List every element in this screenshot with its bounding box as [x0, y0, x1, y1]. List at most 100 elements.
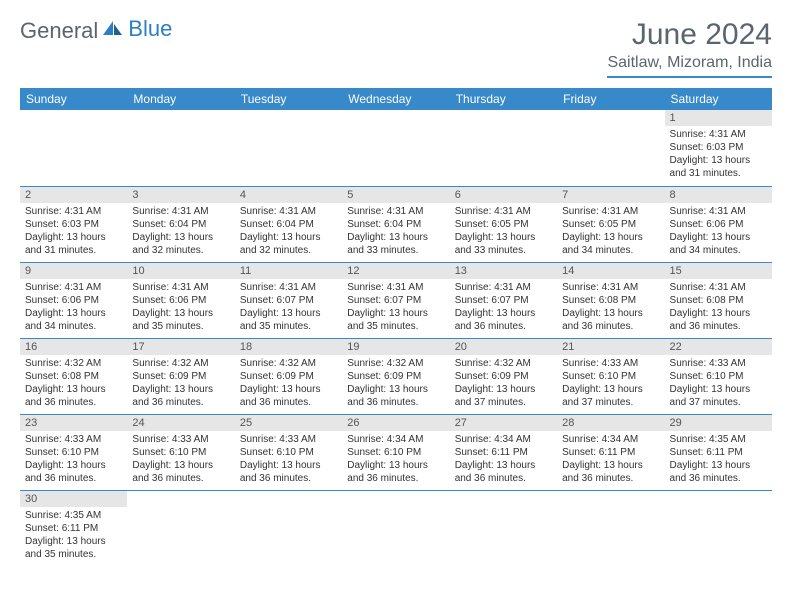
daylight: Daylight: 13 hours and 36 minutes. — [455, 307, 552, 333]
day-number: 13 — [450, 263, 557, 279]
calendar-row: 16Sunrise: 4:32 AMSunset: 6:08 PMDayligh… — [20, 338, 772, 414]
day-number: 30 — [20, 491, 127, 507]
day-number: 4 — [235, 187, 342, 203]
calendar-cell-empty — [557, 110, 664, 186]
header: General Blue June 2024 Saitlaw, Mizoram,… — [20, 18, 772, 78]
day-header: Wednesday — [342, 88, 449, 110]
sunrise: Sunrise: 4:31 AM — [562, 281, 659, 294]
title-block: June 2024 Saitlaw, Mizoram, India — [607, 18, 772, 78]
sunrise: Sunrise: 4:32 AM — [347, 357, 444, 370]
daylight: Daylight: 13 hours and 36 minutes. — [347, 459, 444, 485]
calendar-table: SundayMondayTuesdayWednesdayThursdayFrid… — [20, 88, 772, 566]
day-header-row: SundayMondayTuesdayWednesdayThursdayFrid… — [20, 88, 772, 110]
calendar-cell-empty — [127, 490, 234, 566]
sunset: Sunset: 6:09 PM — [455, 370, 552, 383]
day-info: Sunrise: 4:31 AMSunset: 6:06 PMDaylight:… — [665, 203, 772, 259]
calendar-cell: 23Sunrise: 4:33 AMSunset: 6:10 PMDayligh… — [20, 414, 127, 490]
day-info: Sunrise: 4:34 AMSunset: 6:11 PMDaylight:… — [557, 431, 664, 487]
day-number: 9 — [20, 263, 127, 279]
day-number: 23 — [20, 415, 127, 431]
sunset: Sunset: 6:10 PM — [132, 446, 229, 459]
calendar-cell: 4Sunrise: 4:31 AMSunset: 6:04 PMDaylight… — [235, 186, 342, 262]
calendar-cell: 5Sunrise: 4:31 AMSunset: 6:04 PMDaylight… — [342, 186, 449, 262]
day-info: Sunrise: 4:33 AMSunset: 6:10 PMDaylight:… — [665, 355, 772, 411]
sunset: Sunset: 6:04 PM — [132, 218, 229, 231]
daylight: Daylight: 13 hours and 36 minutes. — [670, 459, 767, 485]
calendar-cell: 9Sunrise: 4:31 AMSunset: 6:06 PMDaylight… — [20, 262, 127, 338]
daylight: Daylight: 13 hours and 36 minutes. — [132, 383, 229, 409]
calendar-cell: 15Sunrise: 4:31 AMSunset: 6:08 PMDayligh… — [665, 262, 772, 338]
day-number: 16 — [20, 339, 127, 355]
sunrise: Sunrise: 4:33 AM — [240, 433, 337, 446]
calendar-cell: 2Sunrise: 4:31 AMSunset: 6:03 PMDaylight… — [20, 186, 127, 262]
calendar-cell: 3Sunrise: 4:31 AMSunset: 6:04 PMDaylight… — [127, 186, 234, 262]
day-header: Tuesday — [235, 88, 342, 110]
sunset: Sunset: 6:10 PM — [347, 446, 444, 459]
calendar-cell: 8Sunrise: 4:31 AMSunset: 6:06 PMDaylight… — [665, 186, 772, 262]
daylight: Daylight: 13 hours and 32 minutes. — [132, 231, 229, 257]
day-info: Sunrise: 4:31 AMSunset: 6:08 PMDaylight:… — [665, 279, 772, 335]
sunrise: Sunrise: 4:31 AM — [25, 281, 122, 294]
calendar-row: 9Sunrise: 4:31 AMSunset: 6:06 PMDaylight… — [20, 262, 772, 338]
daylight: Daylight: 13 hours and 34 minutes. — [25, 307, 122, 333]
daylight: Daylight: 13 hours and 33 minutes. — [347, 231, 444, 257]
day-header: Saturday — [665, 88, 772, 110]
daylight: Daylight: 13 hours and 36 minutes. — [25, 383, 122, 409]
sunrise: Sunrise: 4:34 AM — [455, 433, 552, 446]
day-info: Sunrise: 4:31 AMSunset: 6:03 PMDaylight:… — [20, 203, 127, 259]
day-info: Sunrise: 4:33 AMSunset: 6:10 PMDaylight:… — [235, 431, 342, 487]
day-number: 15 — [665, 263, 772, 279]
day-info: Sunrise: 4:33 AMSunset: 6:10 PMDaylight:… — [127, 431, 234, 487]
calendar-cell-empty — [450, 110, 557, 186]
calendar-cell-empty — [342, 490, 449, 566]
day-number: 22 — [665, 339, 772, 355]
calendar-cell: 7Sunrise: 4:31 AMSunset: 6:05 PMDaylight… — [557, 186, 664, 262]
daylight: Daylight: 13 hours and 32 minutes. — [240, 231, 337, 257]
sunset: Sunset: 6:07 PM — [240, 294, 337, 307]
sunset: Sunset: 6:09 PM — [132, 370, 229, 383]
calendar-cell-empty — [127, 110, 234, 186]
calendar-cell: 17Sunrise: 4:32 AMSunset: 6:09 PMDayligh… — [127, 338, 234, 414]
sunrise: Sunrise: 4:31 AM — [347, 281, 444, 294]
daylight: Daylight: 13 hours and 36 minutes. — [670, 307, 767, 333]
daylight: Daylight: 13 hours and 35 minutes. — [25, 535, 122, 561]
sunrise: Sunrise: 4:33 AM — [670, 357, 767, 370]
sunrise: Sunrise: 4:35 AM — [670, 433, 767, 446]
day-number: 24 — [127, 415, 234, 431]
day-info: Sunrise: 4:31 AMSunset: 6:04 PMDaylight:… — [342, 203, 449, 259]
daylight: Daylight: 13 hours and 36 minutes. — [562, 459, 659, 485]
daylight: Daylight: 13 hours and 36 minutes. — [240, 459, 337, 485]
daylight: Daylight: 13 hours and 36 minutes. — [25, 459, 122, 485]
day-number: 14 — [557, 263, 664, 279]
day-info: Sunrise: 4:34 AMSunset: 6:11 PMDaylight:… — [450, 431, 557, 487]
sunrise: Sunrise: 4:33 AM — [562, 357, 659, 370]
day-header: Friday — [557, 88, 664, 110]
day-info: Sunrise: 4:32 AMSunset: 6:09 PMDaylight:… — [450, 355, 557, 411]
sunset: Sunset: 6:11 PM — [670, 446, 767, 459]
day-number: 12 — [342, 263, 449, 279]
day-number: 21 — [557, 339, 664, 355]
sunrise: Sunrise: 4:31 AM — [25, 205, 122, 218]
calendar-cell: 29Sunrise: 4:35 AMSunset: 6:11 PMDayligh… — [665, 414, 772, 490]
day-info: Sunrise: 4:31 AMSunset: 6:06 PMDaylight:… — [127, 279, 234, 335]
day-number: 6 — [450, 187, 557, 203]
day-info: Sunrise: 4:32 AMSunset: 6:09 PMDaylight:… — [235, 355, 342, 411]
sunrise: Sunrise: 4:31 AM — [240, 281, 337, 294]
day-number: 11 — [235, 263, 342, 279]
calendar-cell: 28Sunrise: 4:34 AMSunset: 6:11 PMDayligh… — [557, 414, 664, 490]
daylight: Daylight: 13 hours and 35 minutes. — [347, 307, 444, 333]
daylight: Daylight: 13 hours and 35 minutes. — [240, 307, 337, 333]
sunset: Sunset: 6:05 PM — [562, 218, 659, 231]
day-info: Sunrise: 4:31 AMSunset: 6:06 PMDaylight:… — [20, 279, 127, 335]
day-info: Sunrise: 4:31 AMSunset: 6:03 PMDaylight:… — [665, 126, 772, 182]
day-number: 27 — [450, 415, 557, 431]
sunset: Sunset: 6:11 PM — [25, 522, 122, 535]
calendar-cell-empty — [342, 110, 449, 186]
calendar-cell: 25Sunrise: 4:33 AMSunset: 6:10 PMDayligh… — [235, 414, 342, 490]
calendar-cell: 22Sunrise: 4:33 AMSunset: 6:10 PMDayligh… — [665, 338, 772, 414]
sunrise: Sunrise: 4:32 AM — [240, 357, 337, 370]
day-header: Monday — [127, 88, 234, 110]
calendar-cell: 19Sunrise: 4:32 AMSunset: 6:09 PMDayligh… — [342, 338, 449, 414]
sunrise: Sunrise: 4:31 AM — [455, 205, 552, 218]
day-info: Sunrise: 4:31 AMSunset: 6:07 PMDaylight:… — [235, 279, 342, 335]
